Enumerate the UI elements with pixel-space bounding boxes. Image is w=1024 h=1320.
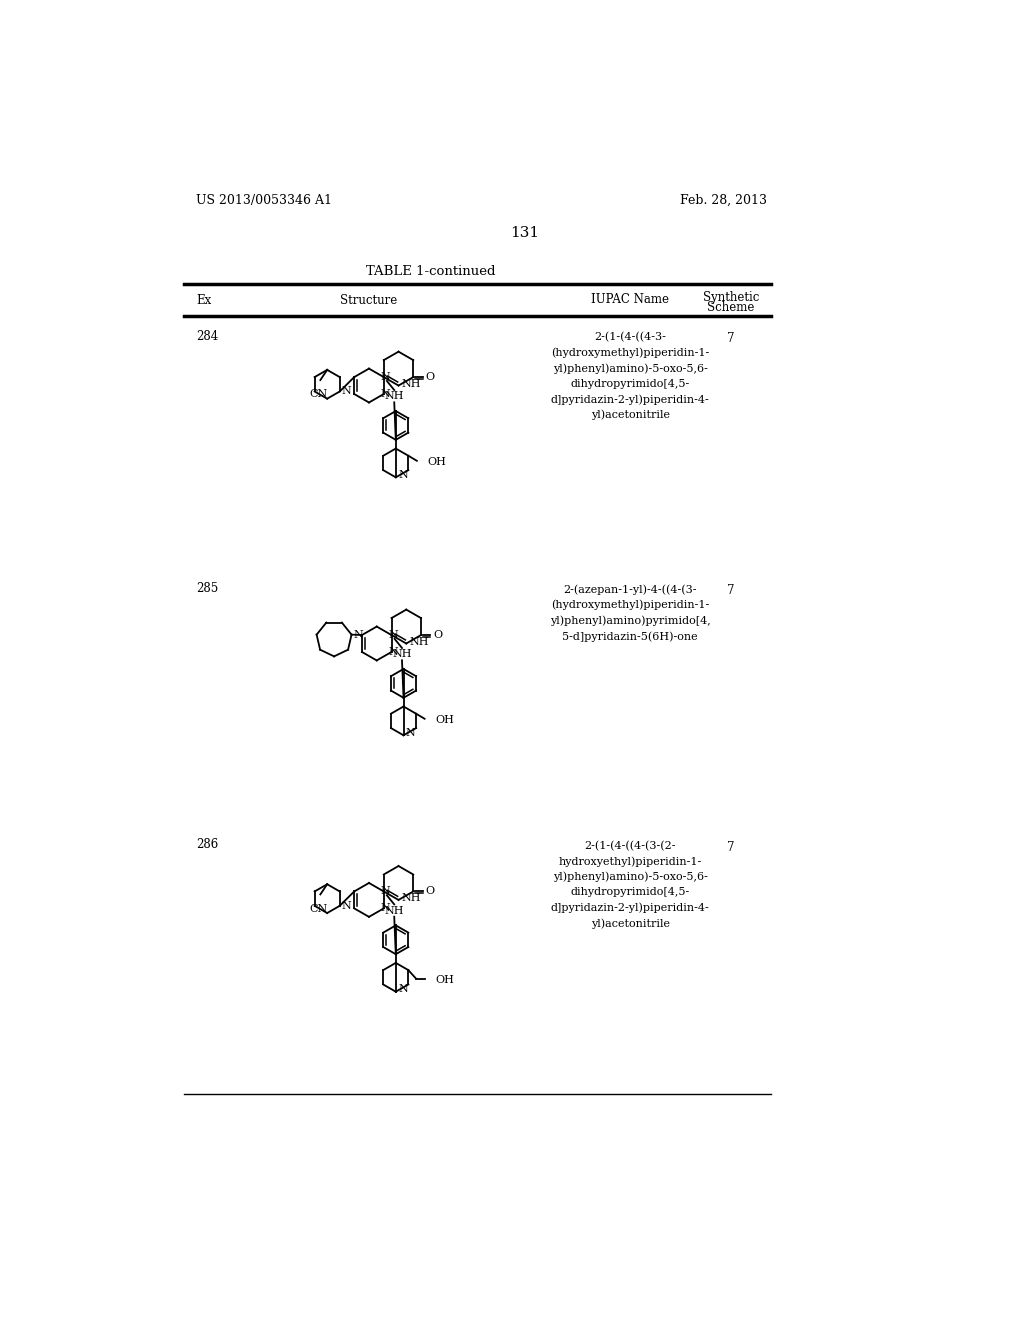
Text: 285: 285 — [197, 582, 218, 595]
Text: N: N — [381, 903, 390, 913]
Text: Synthetic: Synthetic — [702, 290, 759, 304]
Text: OH: OH — [428, 457, 446, 467]
Text: CN: CN — [309, 904, 327, 913]
Text: 131: 131 — [510, 226, 540, 240]
Text: 2-(1-(4-((4-3-
(hydroxymethyl)piperidin-1-
yl)phenyl)amino)-5-oxo-5,6-
dihydropy: 2-(1-(4-((4-3- (hydroxymethyl)piperidin-… — [551, 333, 710, 420]
Text: 7: 7 — [727, 841, 734, 854]
Text: TABLE 1-continued: TABLE 1-continued — [366, 265, 495, 279]
Text: NH: NH — [401, 894, 421, 903]
Text: N: N — [341, 387, 351, 396]
Text: NH: NH — [410, 638, 429, 647]
Text: OH: OH — [435, 715, 455, 725]
Text: O: O — [433, 630, 442, 640]
Text: 2-(azepan-1-yl)-4-((4-(3-
(hydroxymethyl)piperidin-1-
yl)phenyl)amino)pyrimido[4: 2-(azepan-1-yl)-4-((4-(3- (hydroxymethyl… — [550, 585, 711, 642]
Text: N: N — [406, 727, 416, 738]
Text: N: N — [381, 372, 390, 381]
Text: N: N — [381, 887, 390, 896]
Text: CN: CN — [309, 389, 327, 399]
Text: O: O — [426, 887, 435, 896]
Text: Scheme: Scheme — [708, 301, 755, 314]
Text: Ex: Ex — [197, 294, 211, 308]
Text: Feb. 28, 2013: Feb. 28, 2013 — [680, 194, 767, 207]
Text: Structure: Structure — [340, 294, 397, 308]
Text: N: N — [398, 985, 408, 994]
Text: N: N — [353, 630, 362, 640]
Text: N: N — [398, 470, 408, 480]
Text: NH: NH — [384, 391, 404, 401]
Text: NH: NH — [392, 649, 412, 659]
Text: N: N — [388, 630, 398, 640]
Text: N: N — [388, 647, 398, 657]
Text: O: O — [426, 372, 435, 381]
Text: N: N — [381, 389, 390, 399]
Text: N: N — [341, 900, 351, 911]
Text: 7: 7 — [727, 333, 734, 346]
Text: NH: NH — [384, 906, 404, 916]
Text: IUPAC Name: IUPAC Name — [591, 293, 670, 306]
Text: 7: 7 — [727, 585, 734, 597]
Text: US 2013/0053346 A1: US 2013/0053346 A1 — [197, 194, 332, 207]
Text: NH: NH — [401, 379, 421, 389]
Text: 286: 286 — [197, 838, 218, 851]
Text: OH: OH — [435, 975, 455, 985]
Text: 2-(1-(4-((4-(3-(2-
hydroxyethyl)piperidin-1-
yl)phenyl)amino)-5-oxo-5,6-
dihydro: 2-(1-(4-((4-(3-(2- hydroxyethyl)piperidi… — [551, 841, 710, 928]
Text: 284: 284 — [197, 330, 218, 343]
